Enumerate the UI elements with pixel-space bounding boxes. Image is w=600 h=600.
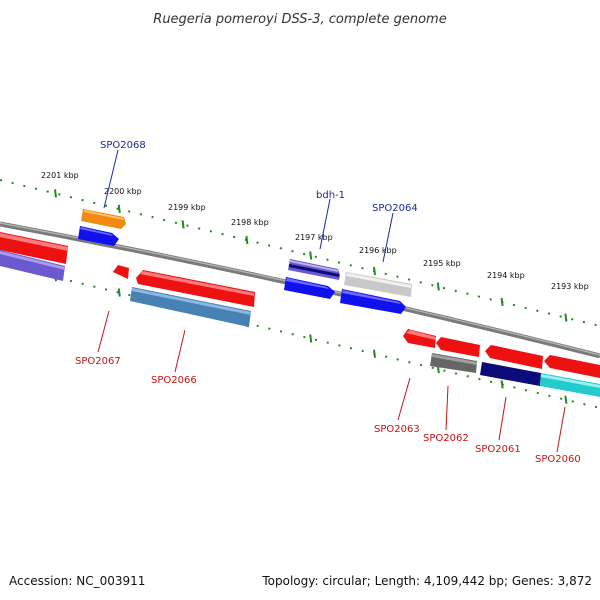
label-spo2064[interactable]: SPO2064 (372, 203, 418, 214)
label-spo2062[interactable]: SPO2062 (423, 433, 469, 444)
gene-spo2060-red[interactable] (544, 355, 600, 378)
kbp-label-2195: 2195 kbp (423, 259, 461, 268)
major-tick-top-2195 (438, 283, 439, 291)
kbp-label-2201: 2201 kbp (41, 171, 79, 180)
major-ticks-top (55, 189, 566, 321)
major-tick-top-2199 (183, 220, 184, 228)
callout-spo2063 (398, 378, 410, 420)
kbp-label-2197: 2197 kbp (295, 233, 333, 242)
kbp-label-2198: 2198 kbp (231, 218, 269, 227)
map-title: Ruegeria pomeroyi DSS-3, complete genome (153, 12, 446, 27)
outer-scale-dots (0, 180, 600, 326)
major-tick-top-2201 (55, 189, 56, 197)
callout-spo2068 (104, 150, 118, 208)
major-tick-top-2194 (502, 298, 503, 306)
callout-spo2066 (175, 330, 185, 372)
callout-spo2062 (446, 386, 448, 430)
label-spo2061[interactable]: SPO2061 (475, 444, 521, 455)
callout-spo2061 (499, 397, 506, 440)
genome-summary-text: Topology: circular; Length: 4,109,442 bp… (262, 574, 592, 588)
label-bdh-1[interactable]: bdh-1 (316, 190, 345, 201)
major-tick-top-2193 (565, 314, 566, 322)
label-spo2067[interactable]: SPO2067 (75, 356, 121, 367)
kbp-label-2194: 2194 kbp (487, 271, 525, 280)
gene-spo2062[interactable] (436, 337, 480, 357)
kbp-label-2196: 2196 kbp (359, 246, 397, 255)
label-spo2066[interactable]: SPO2066 (151, 375, 197, 386)
callout-spo2067 (98, 311, 109, 352)
callout-spo2060 (557, 407, 565, 452)
reverse-strand-genes (0, 232, 600, 397)
gene-spo2067[interactable] (113, 265, 129, 279)
label-spo2060[interactable]: SPO2060 (535, 454, 581, 465)
kbp-label-2200: 2200 kbp (104, 187, 142, 196)
accession-text: Accession: NC_003911 (9, 574, 145, 588)
major-tick-bottom-2194 (502, 380, 503, 388)
kbp-label-2193: 2193 kbp (551, 282, 589, 291)
label-spo2068[interactable]: SPO2068 (100, 140, 146, 151)
major-tick-top-2197 (310, 251, 311, 259)
major-tick-bottom-2200 (119, 289, 120, 297)
major-tick-top-2198 (246, 236, 247, 244)
major-tick-bottom-2196 (374, 350, 375, 358)
genome-map: Ruegeria pomeroyi DSS-3, complete genome… (0, 0, 600, 600)
major-tick-top-2200 (119, 205, 120, 213)
label-spo2063[interactable]: SPO2063 (374, 424, 420, 435)
major-tick-bottom-2193 (565, 396, 566, 404)
major-tick-top-2196 (374, 267, 375, 275)
kbp-label-2199: 2199 kbp (168, 203, 206, 212)
major-tick-bottom-2197 (310, 334, 311, 342)
